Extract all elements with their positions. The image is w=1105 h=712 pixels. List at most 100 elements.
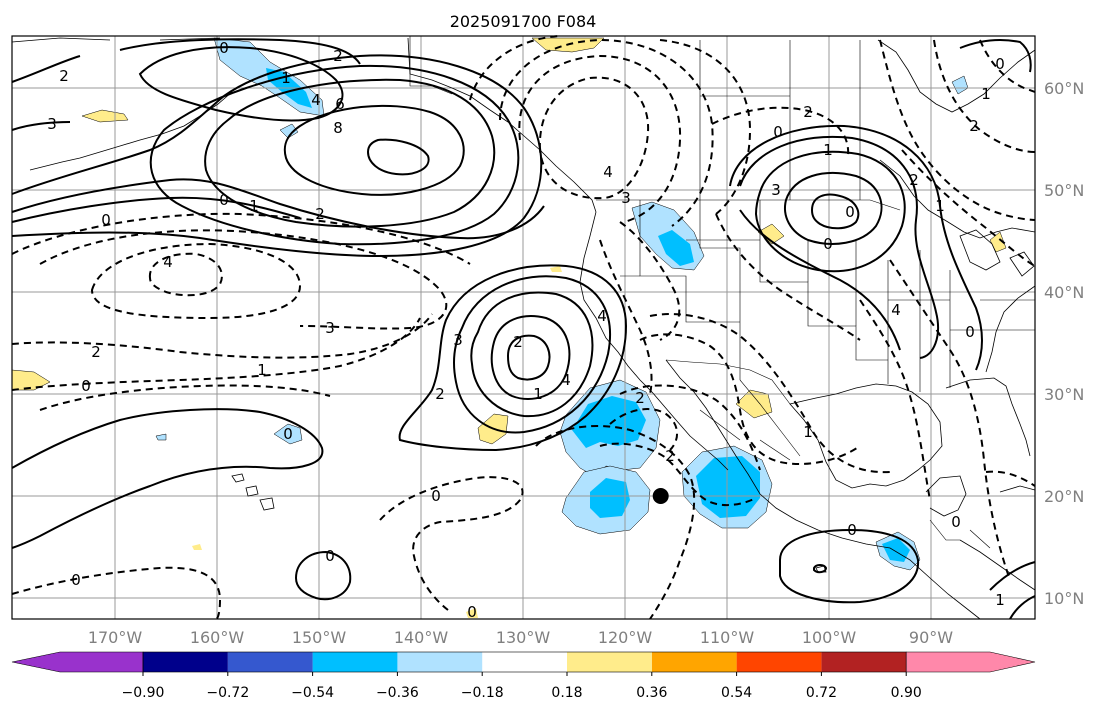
coast-hudson: [877, 39, 1036, 239]
contour-label: 1: [249, 197, 259, 215]
contour-high-np-4: [204, 78, 496, 228]
contour-label: 1: [823, 141, 833, 159]
colorbar-tick-label: −0.90: [122, 685, 165, 701]
contour-high-cal-3: [490, 315, 571, 400]
lat-tick-label: 30°N: [1044, 385, 1084, 404]
lat-tick-label: 60°N: [1044, 79, 1084, 98]
contour-label: 1: [935, 197, 945, 215]
colorbar-over-triangle: [905, 651, 1036, 673]
colorbar-bin: [143, 652, 228, 672]
coast-hawaii-1: [231, 473, 245, 483]
contour-label: 3: [47, 115, 57, 133]
contour-zero-dash-mid: [379, 476, 524, 611]
contour-label: 4: [561, 371, 571, 389]
contour-zero-dash-mex: [535, 424, 696, 620]
contour-label: 3: [771, 181, 781, 199]
border-canada-provinces: [699, 40, 861, 200]
contour-neg-canada-w2: [715, 213, 861, 341]
coast-east: [985, 285, 1036, 373]
contour-neg-nw-us-2: [599, 239, 653, 395]
contour-high-can-1: [739, 135, 939, 359]
contour-label: 0: [219, 191, 229, 209]
coast-hawaii-2: [245, 485, 259, 497]
colorbar-tick-label: −0.18: [461, 685, 504, 701]
colorbar-bin: [397, 652, 483, 672]
contour-high-np-0: [11, 196, 301, 223]
contour-neg-east-3: [979, 39, 1036, 93]
lat-tick-label: 20°N: [1044, 487, 1084, 506]
contour-label: 0: [845, 203, 855, 221]
contour-neg-alaska-low-4: [469, 35, 752, 215]
contour-label: 0: [965, 323, 975, 341]
contour-neg-east-1: [879, 39, 1036, 221]
contour-label: 3: [621, 189, 631, 207]
contour-aleutian-low: [138, 46, 344, 122]
contour-neg-gulf: [639, 333, 861, 465]
contour-label: 0: [847, 521, 857, 539]
neg-anomaly-small: [155, 433, 167, 441]
contour-label: 0: [995, 55, 1005, 73]
contour-label: 0: [101, 211, 111, 229]
contour-neg-nw-us: [619, 221, 681, 341]
contour-layer: [11, 35, 1036, 620]
neg-anomaly-core-1: [572, 396, 646, 448]
contour-label: 1: [981, 85, 991, 103]
contour-label: 1: [281, 69, 291, 87]
map-title: 2025091700 F084: [450, 12, 597, 31]
contour-label: 2: [315, 205, 325, 223]
lon-tick-label: 130°W: [496, 628, 551, 647]
contour-label: 2: [435, 385, 445, 403]
border-central-america: [929, 519, 991, 549]
contour-label: 3: [325, 319, 335, 337]
contour-label: 2: [91, 343, 101, 361]
contour-high-can-2: [754, 150, 906, 273]
contour-high-np-6: [283, 104, 465, 196]
contour-zero-ring: [294, 550, 352, 601]
border-mexico-states: [699, 379, 801, 461]
border-us-states-2: [620, 239, 1035, 392]
colorbar-under-triangle: [11, 651, 144, 673]
coast-florida: [945, 377, 1031, 457]
lon-tick-label: 150°W: [292, 628, 347, 647]
contour-neg-east-4: [901, 149, 1036, 267]
colorbar-bin: [227, 652, 313, 672]
pos-anomaly-tiny-2: [466, 608, 478, 618]
colorbar-tick-label: −0.36: [376, 685, 419, 701]
contour-high-can-3: [784, 172, 883, 245]
colorbar-tick-label: −0.72: [206, 685, 249, 701]
contour-label: 2: [59, 67, 69, 85]
pos-anomaly-tiny-3: [550, 266, 562, 272]
coast-mexico-pacific: [735, 455, 981, 620]
lat-tick-label: 40°N: [1044, 283, 1084, 302]
contour-high-np-8: [366, 138, 430, 176]
contour-neg-np-2c: [39, 384, 331, 411]
lon-tick-label: 120°W: [598, 628, 653, 647]
colorbar-bin: [567, 652, 652, 672]
contour-high-cal-4: [506, 334, 551, 381]
neg-anomaly-hawaii-east: [273, 423, 303, 445]
coast-yucatan: [925, 475, 967, 517]
contour-zero-central-am: [779, 528, 920, 604]
contour-neg-np-2: [11, 212, 471, 265]
lon-tick-label: 90°W: [909, 628, 953, 647]
contour-neg-np-1: [11, 317, 421, 391]
colorbar-tick-label: 0.90: [891, 685, 922, 701]
storm-position-marker: [652, 488, 669, 504]
contour-high-cal-2: [470, 291, 594, 418]
contour-label: 2: [665, 447, 675, 465]
coast-alaska: [407, 37, 597, 213]
pos-anomaly-tiny-1: [192, 544, 202, 550]
lon-tick-label: 140°W: [394, 628, 449, 647]
lat-lon-grid: [12, 36, 1035, 619]
contour-neg-east-5: [889, 259, 1011, 581]
contour-label: 2: [333, 47, 343, 65]
contour-high-np-1: [11, 178, 545, 240]
contour-label: 1: [533, 385, 543, 403]
contour-label: 0: [71, 571, 81, 589]
coast-hawaii-3: [259, 497, 275, 511]
contour-label: 2: [803, 103, 813, 121]
contour-high-can-4: [810, 193, 860, 230]
coast-west-us: [579, 211, 653, 393]
